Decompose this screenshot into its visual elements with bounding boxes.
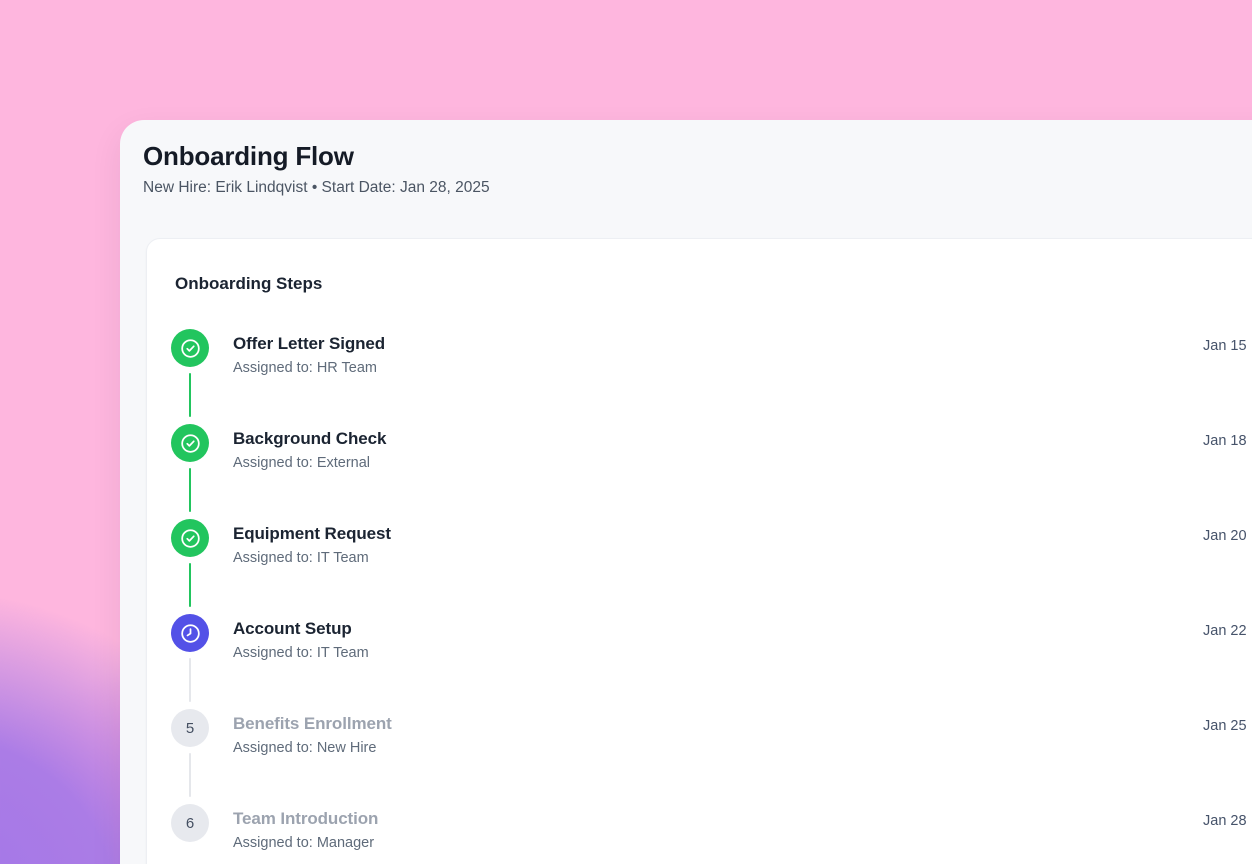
check-circle-icon [171, 329, 209, 367]
step-date: Jan 18 [1203, 433, 1247, 449]
step-connector [189, 468, 191, 512]
step-row-benefits-enrollment: 5 Benefits Enrollment Assigned to: New H… [147, 709, 1252, 804]
step-title: Team Introduction [233, 809, 379, 828]
page-subtitle: New Hire: Erik Lindqvist • Start Date: J… [143, 179, 490, 196]
step-number: 5 [185, 719, 195, 737]
step-connector [189, 373, 191, 417]
step-title: Account Setup [233, 619, 352, 638]
step-row-team-introduction: 6 Team Introduction Assigned to: Manager… [147, 804, 1252, 864]
step-date: Jan 25 [1203, 718, 1247, 734]
page-title: Onboarding Flow [143, 141, 354, 171]
step-number: 6 [185, 814, 195, 832]
step-row-equipment-request: Equipment Request Assigned to: IT Team J… [147, 519, 1252, 614]
step-number-badge: 5 [171, 709, 209, 747]
step-connector [189, 563, 191, 607]
step-title: Benefits Enrollment [233, 714, 392, 733]
step-title: Background Check [233, 429, 387, 448]
step-connector [189, 753, 191, 797]
onboarding-flow-card: Onboarding Flow New Hire: Erik Lindqvist… [120, 120, 1252, 864]
step-assignee: Assigned to: Manager [233, 835, 375, 851]
step-date: Jan 20 [1203, 528, 1247, 544]
clock-icon [171, 614, 209, 652]
step-date: Jan 15 [1203, 338, 1247, 354]
step-assignee: Assigned to: HR Team [233, 360, 377, 376]
check-circle-icon [171, 424, 209, 462]
step-date: Jan 28 [1203, 813, 1247, 829]
step-assignee: Assigned to: IT Team [233, 550, 369, 566]
step-connector [189, 658, 191, 702]
onboarding-steps-card: Onboarding Steps Offer Letter Signed Ass… [146, 238, 1252, 864]
steps-heading: Onboarding Steps [175, 274, 323, 293]
step-title: Equipment Request [233, 524, 391, 543]
step-date: Jan 22 [1203, 623, 1247, 639]
step-number-badge: 6 [171, 804, 209, 842]
step-title: Offer Letter Signed [233, 334, 386, 353]
step-assignee: Assigned to: New Hire [233, 740, 377, 756]
check-circle-icon [171, 519, 209, 557]
step-row-account-setup: Account Setup Assigned to: IT Team Jan 2… [147, 614, 1252, 709]
step-assignee: Assigned to: External [233, 455, 371, 471]
step-row-offer-letter-signed: Offer Letter Signed Assigned to: HR Team… [147, 329, 1252, 424]
steps-list: Offer Letter Signed Assigned to: HR Team… [147, 329, 1252, 864]
step-row-background-check: Background Check Assigned to: External J… [147, 424, 1252, 519]
step-assignee: Assigned to: IT Team [233, 645, 369, 661]
